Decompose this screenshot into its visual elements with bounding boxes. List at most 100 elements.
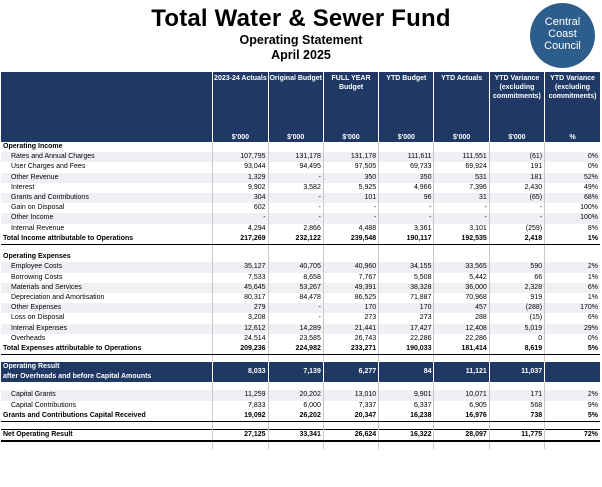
cell-value: 5%	[544, 343, 600, 355]
cell-value: 10,071	[433, 390, 490, 401]
row-label-line: after Overheads and before Capital Amoun…	[3, 373, 152, 381]
cell-value: 7,767	[322, 272, 379, 283]
cell-value	[378, 354, 434, 363]
row-label	[1, 244, 213, 252]
cell-value	[433, 142, 490, 153]
cell-value: 6%	[544, 282, 600, 293]
cell-value	[267, 441, 324, 450]
cell-value	[378, 421, 434, 430]
cell-value	[267, 244, 324, 253]
cell-value: -	[267, 213, 324, 224]
row-label: Operating Expenses	[3, 253, 71, 261]
cell-value	[488, 354, 545, 363]
cell-value	[433, 252, 490, 263]
logo-line-2: Coast	[548, 28, 577, 40]
column-header: YTD Actuals	[433, 72, 490, 130]
logo-line-1: Central	[544, 16, 581, 28]
cell-value	[378, 244, 434, 253]
column-header: 2023-24 Actuals	[212, 72, 269, 130]
row-label	[1, 421, 213, 429]
cell-value: 26,624	[322, 428, 379, 443]
cell-value	[322, 441, 379, 450]
cell-value: (288)	[488, 303, 545, 314]
cell-value: 111,611	[378, 152, 434, 163]
cell-value: 20,202	[267, 390, 324, 401]
cell-value	[212, 382, 269, 391]
cell-value	[488, 382, 545, 391]
total-row: Grants and Contributions Capital Receive…	[1, 410, 600, 422]
cell-value	[212, 441, 269, 450]
cell-value: 72%	[544, 428, 600, 443]
cell-value: 273	[378, 313, 434, 324]
row-label: Gain on Disposal	[11, 204, 65, 212]
cell-value: 49%	[544, 182, 600, 193]
row-label	[1, 441, 213, 449]
row-label: Total Expenses attributable to Operation…	[1, 343, 213, 355]
table-body: Operating Income Rates and Annual Charges…	[1, 142, 600, 450]
cell-value: 66	[488, 272, 545, 283]
cell-value: 11,259	[212, 390, 269, 401]
cell-value: 0%	[544, 333, 600, 344]
table-row: Overheads 24,514 23,585 26,743 22,286 22,286 0…	[1, 333, 600, 344]
cell-value: 2,430	[488, 182, 545, 193]
cell-value: 531	[433, 172, 490, 183]
table-row: Rates and Annual Charges 107,795 131,178 13…	[1, 152, 600, 163]
cell-value: 16,976	[433, 410, 490, 422]
column-header: YTD Variance (excluding commitments)	[488, 72, 545, 130]
cell-value	[544, 441, 600, 450]
cell-value	[267, 382, 324, 391]
cell-value	[488, 421, 545, 430]
cell-value: -	[212, 213, 269, 224]
cell-value: -	[267, 192, 324, 204]
row-label: Other Income	[1, 213, 213, 224]
column-unit: $'000	[267, 130, 324, 142]
row-label	[1, 382, 213, 390]
cell-value: 14,289	[267, 323, 324, 334]
cell-value	[544, 142, 600, 153]
cell-value: 171	[488, 390, 545, 401]
cell-value: 52%	[544, 172, 600, 183]
cell-value: 13,010	[322, 390, 379, 401]
cell-value: 38,328	[378, 282, 434, 293]
cell-value: 16,238	[378, 410, 434, 422]
cell-value: (259)	[488, 223, 545, 234]
cell-value	[544, 244, 600, 253]
row-label: Overheads	[11, 334, 46, 342]
report-header: Total Water & Sewer Fund Operating State…	[0, 0, 602, 72]
cell-value: 84,478	[267, 292, 324, 304]
cell-value: 7,833	[212, 400, 269, 411]
logo-line-3: Council	[544, 40, 581, 52]
row-label	[1, 354, 213, 362]
table-row: Grants and Contributions 304-101 96 31 (65) 6…	[1, 192, 600, 204]
table-row: Capital Contributions 7,833 6,000 7,337 6,33…	[1, 400, 600, 411]
cell-value: 6,277	[322, 362, 379, 383]
cell-value: 5,442	[433, 272, 490, 283]
column-header: Original Budget	[267, 72, 324, 130]
cell-value: (65)	[488, 192, 545, 204]
report-subtitle: Operating Statement	[239, 33, 363, 47]
cell-value: 279	[212, 303, 269, 314]
row-label: Internal Expenses	[1, 323, 213, 334]
cell-value: -	[433, 213, 490, 224]
blank-row	[1, 354, 600, 363]
row-label: Operating Result after Overheads and befo…	[1, 362, 213, 383]
row-label: Interest	[11, 183, 35, 191]
cell-value: -	[322, 203, 379, 214]
row-label: Rates and Annual Charges	[1, 152, 213, 163]
cell-value	[212, 244, 269, 253]
cell-value	[322, 252, 379, 263]
cell-value: 8%	[544, 223, 600, 234]
table-row: Interest 9,902 3,582 5,925 4,966 7,396 2,430 49…	[1, 182, 600, 193]
cell-value: 8,033	[212, 362, 269, 383]
cell-value: 31	[433, 192, 490, 204]
cell-value: 9,901	[378, 390, 434, 401]
table-row: Other Revenue 1,329-350 350 531 181 52%	[1, 172, 600, 183]
cell-value: -	[267, 172, 324, 183]
cell-value: 40,960	[322, 262, 379, 273]
cell-value	[212, 421, 269, 430]
sec-row: Operating Expenses	[1, 252, 600, 263]
cell-value	[488, 244, 545, 253]
cell-value: 20,347	[322, 410, 379, 422]
blank-row	[1, 244, 600, 253]
cell-value	[544, 382, 600, 391]
